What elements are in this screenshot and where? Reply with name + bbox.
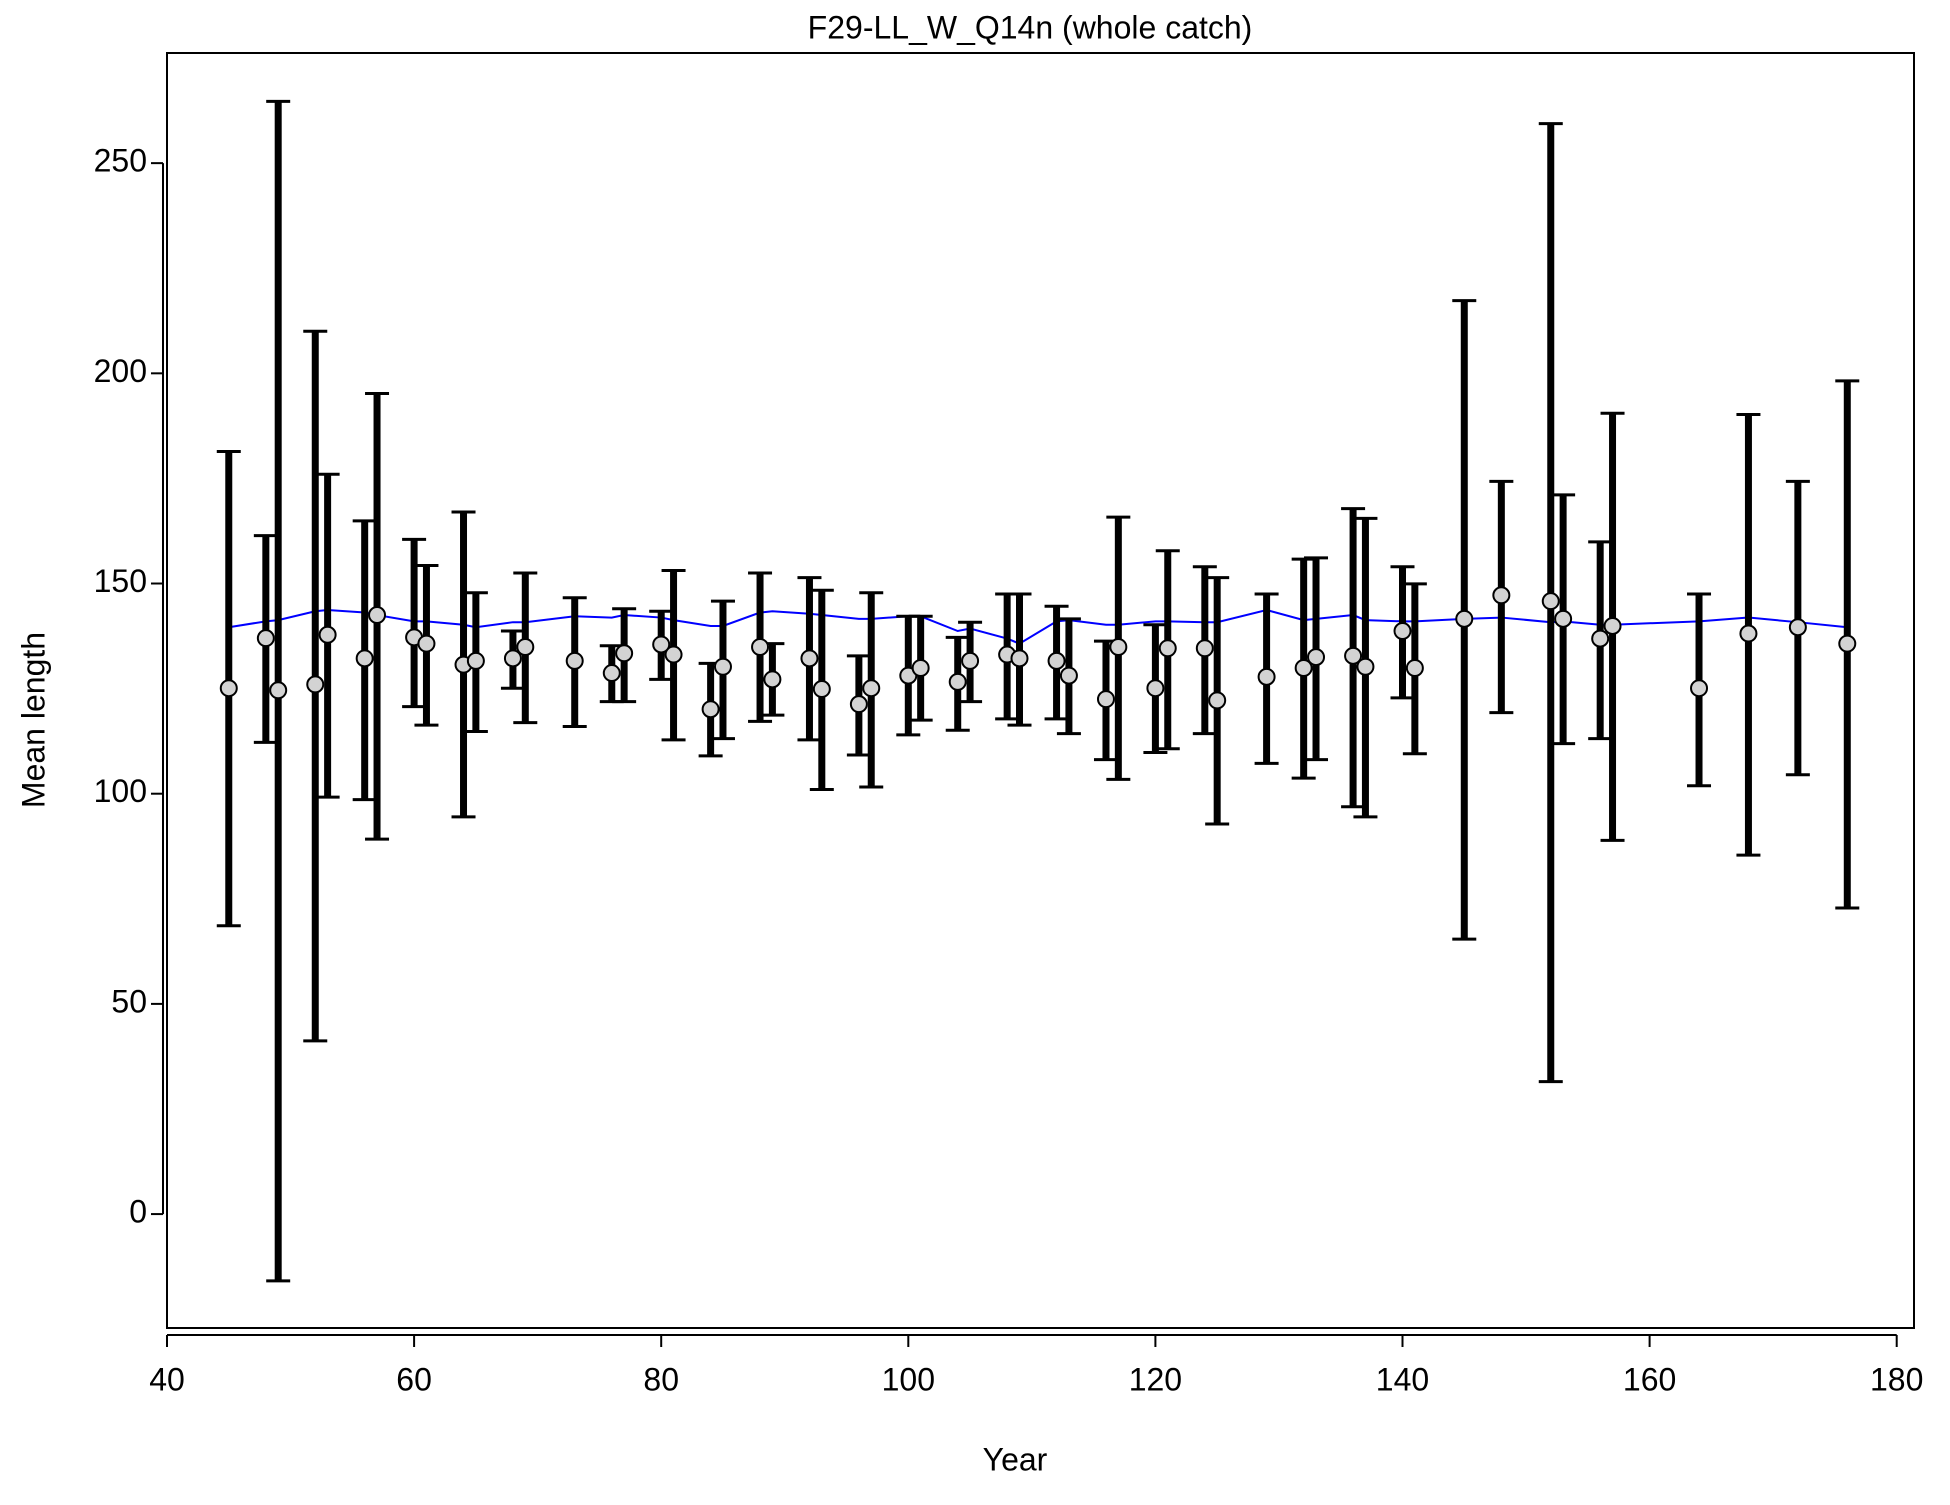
data-point bbox=[751, 637, 770, 656]
data-point bbox=[1344, 646, 1363, 665]
x-tick-label: 100 bbox=[882, 1361, 935, 1397]
data-point bbox=[763, 670, 782, 689]
data-point bbox=[269, 681, 288, 700]
data-point bbox=[1739, 624, 1758, 643]
data-point bbox=[1393, 622, 1412, 641]
data-point bbox=[306, 675, 325, 694]
data-point bbox=[355, 649, 374, 668]
data-point bbox=[1405, 659, 1424, 678]
chart-title: F29-LL_W_Q14n (whole catch) bbox=[808, 9, 1253, 45]
x-tick-label: 180 bbox=[1870, 1361, 1923, 1397]
data-point bbox=[1307, 648, 1326, 667]
y-tick-label: 0 bbox=[129, 1194, 147, 1230]
data-point bbox=[516, 637, 535, 656]
y-tick-label: 150 bbox=[94, 563, 147, 599]
data-point bbox=[1208, 691, 1227, 710]
data-point bbox=[1603, 616, 1622, 635]
data-point bbox=[1492, 586, 1511, 605]
data-point bbox=[1690, 679, 1709, 698]
data-point bbox=[1257, 667, 1276, 686]
data-point bbox=[862, 679, 881, 698]
data-point bbox=[466, 651, 485, 670]
y-tick-label: 200 bbox=[94, 353, 147, 389]
x-tick-label: 140 bbox=[1376, 1361, 1429, 1397]
data-point bbox=[565, 651, 584, 670]
y-axis-label: Mean length bbox=[15, 632, 51, 808]
data-point bbox=[713, 657, 732, 676]
data-point bbox=[368, 606, 387, 625]
data-point bbox=[911, 659, 930, 678]
plot-box bbox=[166, 52, 1915, 1329]
data-point bbox=[1047, 651, 1066, 670]
data-point bbox=[615, 644, 634, 663]
data-point bbox=[849, 695, 868, 714]
x-tick-label: 60 bbox=[396, 1361, 432, 1397]
data-point bbox=[1541, 592, 1560, 611]
y-tick-label: 100 bbox=[94, 773, 147, 809]
data-point bbox=[948, 672, 967, 691]
data-point bbox=[1294, 659, 1313, 678]
data-point bbox=[800, 649, 819, 668]
data-point bbox=[1356, 657, 1375, 676]
data-point bbox=[318, 625, 337, 644]
y-tick-label: 250 bbox=[94, 143, 147, 179]
data-point bbox=[1158, 639, 1177, 658]
data-point bbox=[256, 629, 275, 648]
data-point bbox=[417, 634, 436, 653]
data-point bbox=[1554, 609, 1573, 628]
data-point bbox=[1455, 609, 1474, 628]
data-point bbox=[1109, 637, 1128, 656]
x-axis-label: Year bbox=[983, 1441, 1048, 1477]
x-tick-label: 160 bbox=[1623, 1361, 1676, 1397]
data-point bbox=[1146, 679, 1165, 698]
data-point bbox=[1788, 618, 1807, 637]
data-point bbox=[1010, 649, 1029, 668]
data-point bbox=[701, 700, 720, 719]
y-tick-label: 50 bbox=[111, 983, 147, 1019]
x-tick-label: 40 bbox=[149, 1361, 185, 1397]
data-point bbox=[812, 680, 831, 699]
data-point bbox=[1838, 634, 1857, 653]
x-tick-label: 120 bbox=[1129, 1361, 1182, 1397]
data-point bbox=[1195, 639, 1214, 658]
data-point bbox=[664, 645, 683, 664]
data-point bbox=[1591, 629, 1610, 648]
data-point bbox=[1096, 690, 1115, 709]
expected-line bbox=[228, 608, 1848, 645]
data-point bbox=[602, 664, 621, 683]
data-point bbox=[1059, 666, 1078, 685]
data-point bbox=[961, 651, 980, 670]
data-point bbox=[652, 635, 671, 654]
data-point bbox=[219, 679, 238, 698]
data-point bbox=[503, 649, 522, 668]
x-tick-label: 80 bbox=[643, 1361, 679, 1397]
